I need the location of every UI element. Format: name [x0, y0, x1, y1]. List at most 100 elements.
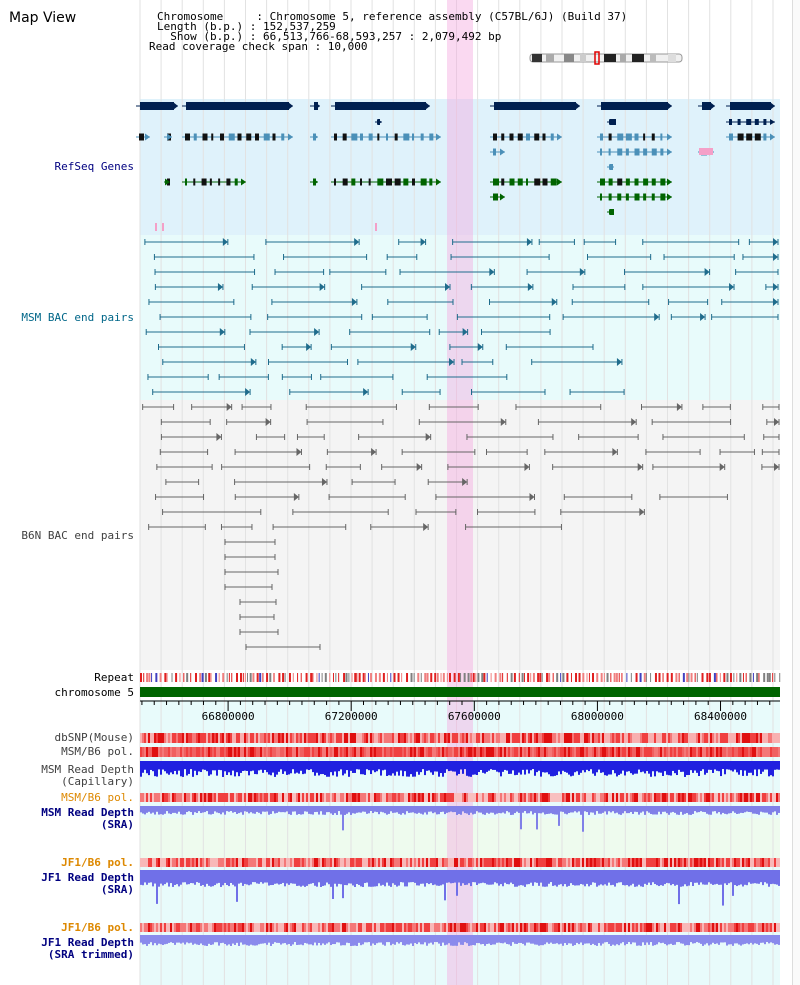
msm-bac-pair[interactable]: [765, 283, 779, 291]
b6n-bac-pair[interactable]: [142, 404, 175, 410]
msm-bac-pair[interactable]: [147, 374, 209, 380]
msm-bac-pair[interactable]: [289, 388, 369, 396]
b6n-bac-pair[interactable]: [702, 404, 731, 410]
b6n-bac-pair[interactable]: [325, 464, 361, 470]
msm-bac-pair[interactable]: [159, 314, 252, 320]
msm-bac-pair[interactable]: [583, 239, 617, 245]
b6n-bac-pair[interactable]: [156, 464, 213, 470]
msm-bac-pair[interactable]: [450, 254, 550, 260]
msm-bac-pair[interactable]: [526, 268, 586, 276]
b6n-bac-pair[interactable]: [662, 434, 745, 440]
msm-bac-pair[interactable]: [587, 254, 652, 260]
msm-bac-pair[interactable]: [162, 358, 257, 366]
b6n-bac-pair[interactable]: [234, 448, 302, 456]
msm-bac-pair[interactable]: [218, 374, 269, 380]
msm-bac-pair[interactable]: [145, 328, 226, 336]
msm-bac-pair[interactable]: [267, 314, 363, 320]
msm-bac-pair[interactable]: [426, 374, 508, 380]
b6n-bac-pair[interactable]: [245, 644, 321, 650]
b6n-bac-pair[interactable]: [272, 524, 347, 530]
msm-bac-pair[interactable]: [158, 344, 245, 350]
msm-bac-pair[interactable]: [361, 283, 451, 291]
msm-bac-pair[interactable]: [572, 284, 626, 290]
b6n-bac-pair[interactable]: [761, 463, 780, 471]
b6n-bac-pair[interactable]: [165, 479, 200, 485]
b6n-bac-pair[interactable]: [428, 404, 479, 410]
msm-bac-pair[interactable]: [154, 269, 256, 275]
refseq-gene[interactable]: [182, 102, 293, 110]
b6n-bac-pair[interactable]: [226, 418, 272, 426]
msm-bac-track-label[interactable]: MSM BAC end pairs: [21, 311, 134, 324]
refseq-gene[interactable]: [597, 133, 672, 141]
msm-bac-pair[interactable]: [711, 314, 779, 320]
msm-bac-pair[interactable]: [281, 374, 312, 380]
b6n-bac-pair[interactable]: [224, 554, 276, 560]
b6n-bac-pair[interactable]: [255, 434, 286, 440]
b6n-bac-pair[interactable]: [537, 418, 637, 426]
msm-bac-pair[interactable]: [538, 239, 575, 245]
b6n-bac-pair[interactable]: [162, 509, 262, 515]
msm-bac-pair[interactable]: [399, 268, 495, 276]
b6n-bac-pair[interactable]: [239, 629, 279, 635]
refseq-gene[interactable]: [597, 102, 672, 110]
b6n-bac-pair[interactable]: [370, 523, 429, 531]
refseq-gene[interactable]: [490, 102, 580, 110]
repeat-track-label[interactable]: Repeat: [94, 671, 134, 684]
b6n-bac-pair[interactable]: [427, 478, 468, 486]
b6n-bac-pair[interactable]: [326, 448, 377, 456]
msm-bac-pair[interactable]: [735, 269, 779, 275]
msm-bac-pair[interactable]: [642, 239, 740, 245]
b6n-bac-pair[interactable]: [515, 404, 602, 410]
msm-b6-pol-sra-label[interactable]: MSM/B6 pol.: [61, 791, 134, 804]
b6n-bac-pair[interactable]: [381, 463, 423, 471]
msm-bac-pair[interactable]: [569, 389, 625, 395]
msm-bac-pair[interactable]: [398, 238, 427, 246]
refseq-gene[interactable]: [607, 119, 616, 125]
refseq-gene[interactable]: [136, 102, 178, 110]
b6n-bac-pair[interactable]: [328, 494, 406, 500]
b6n-bac-pair[interactable]: [401, 449, 476, 455]
chromosome-ideogram[interactable]: [528, 51, 688, 65]
msm-bac-pair[interactable]: [748, 238, 779, 246]
refseq-gene[interactable]: [164, 133, 172, 141]
b6n-bac-pair[interactable]: [485, 449, 528, 455]
msm-bac-pair[interactable]: [274, 269, 325, 275]
b6n-bac-pair[interactable]: [563, 494, 633, 500]
msm-bac-pair[interactable]: [456, 314, 551, 320]
b6n-bac-pair[interactable]: [159, 449, 209, 455]
msm-bac-pair[interactable]: [452, 238, 533, 246]
b6n-bac-pair[interactable]: [351, 479, 396, 485]
dbsnp-track-label[interactable]: dbSNP(Mouse): [54, 731, 134, 744]
b6n-bac-pair[interactable]: [160, 433, 222, 441]
b6n-bac-pair[interactable]: [415, 509, 457, 515]
refseq-gene[interactable]: [490, 133, 562, 141]
b6n-bac-pair[interactable]: [241, 404, 272, 410]
refseq-gene[interactable]: [136, 133, 150, 141]
refseq-gene[interactable]: [597, 148, 672, 156]
refseq-gene[interactable]: [607, 209, 614, 215]
msm-bac-pair[interactable]: [281, 343, 312, 351]
b6n-bac-pair[interactable]: [224, 539, 276, 545]
refseq-track-label[interactable]: RefSeq Genes: [54, 160, 134, 173]
msm-bac-pair[interactable]: [265, 238, 360, 246]
msm-b6-pol-label[interactable]: MSM/B6 pol.: [61, 745, 134, 758]
b6n-bac-pair[interactable]: [465, 524, 562, 530]
msm-bac-pair[interactable]: [268, 359, 348, 365]
jf1-b6-pol-trimmed-label[interactable]: JF1/B6 pol.: [61, 921, 134, 934]
refseq-gene[interactable]: [375, 119, 382, 125]
jf1-b6-pol-label[interactable]: JF1/B6 pol.: [61, 856, 134, 869]
refseq-gene[interactable]: [310, 102, 320, 110]
msm-bac-pair[interactable]: [668, 299, 709, 305]
b6n-bac-pair[interactable]: [544, 448, 618, 456]
msm-depth-capillary-label[interactable]: MSM Read Depth: [41, 763, 134, 776]
msm-bac-pair[interactable]: [480, 329, 551, 335]
msm-bac-pair[interactable]: [330, 343, 417, 351]
msm-bac-pair[interactable]: [742, 253, 779, 261]
b6n-bac-pair[interactable]: [234, 493, 300, 501]
refseq-gene[interactable]: [490, 178, 562, 186]
msm-bac-pair[interactable]: [251, 283, 326, 291]
msm-bac-pair[interactable]: [531, 358, 623, 366]
b6n-bac-pair[interactable]: [762, 404, 780, 410]
b6n-bac-pair[interactable]: [578, 434, 639, 440]
msm-bac-pair[interactable]: [152, 388, 251, 396]
